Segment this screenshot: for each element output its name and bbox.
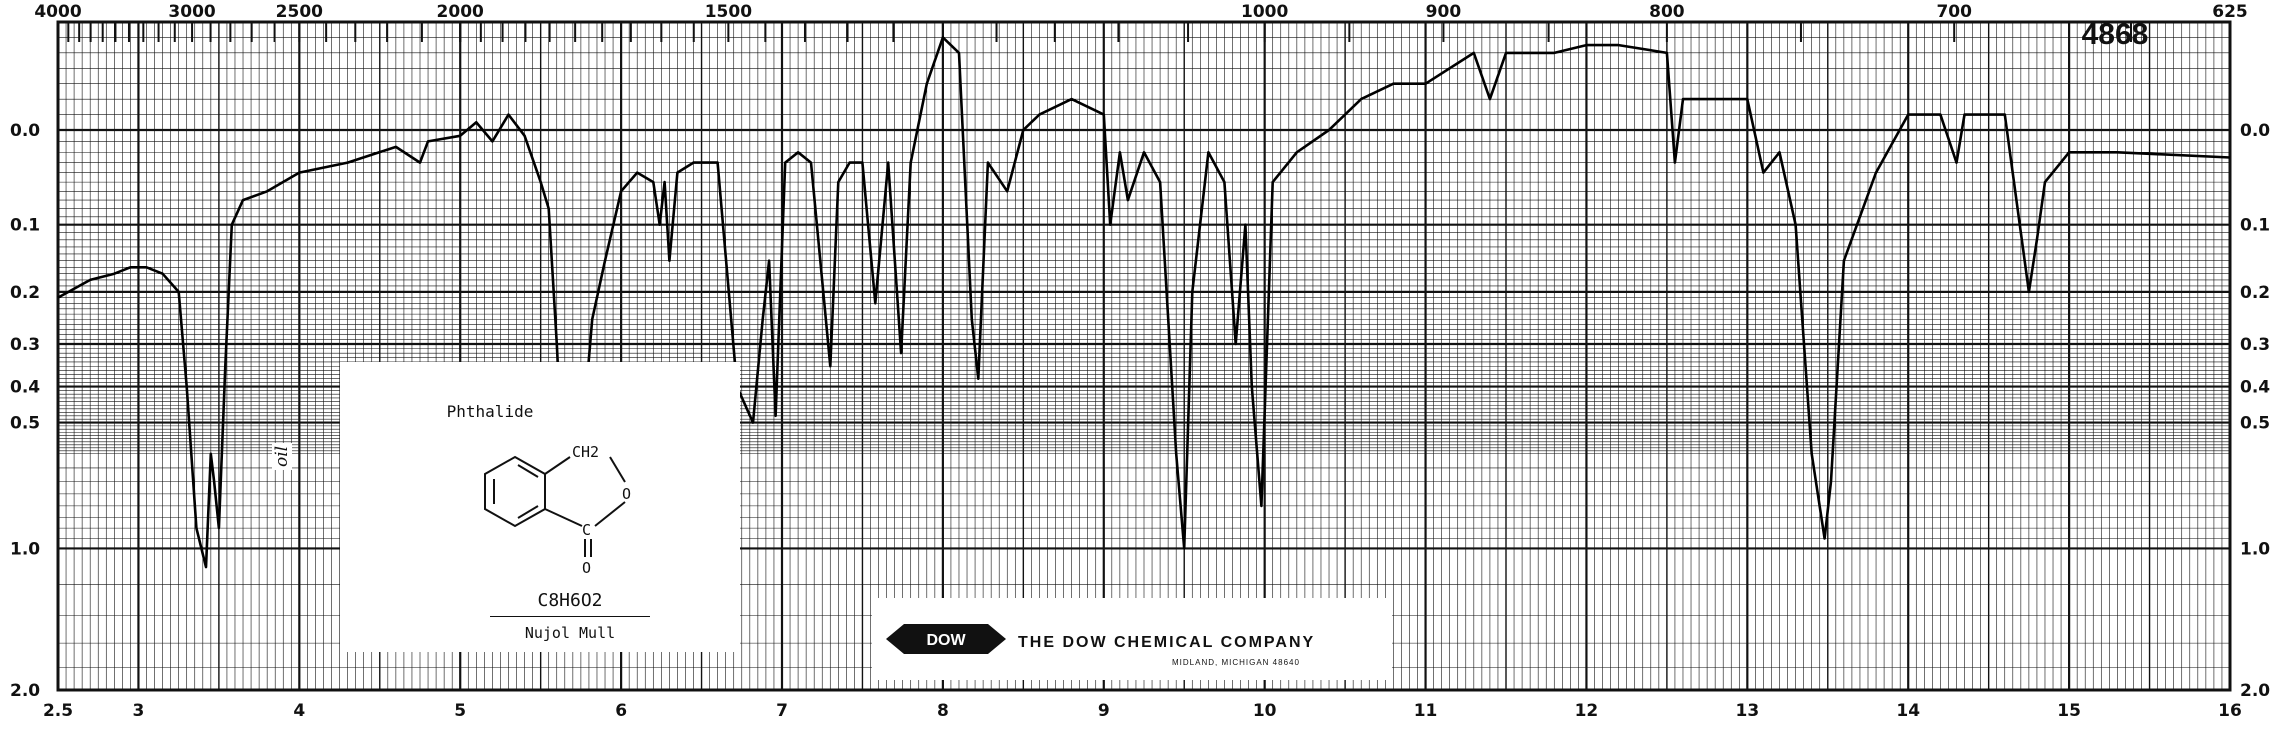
bond-ring-c — [544, 508, 583, 527]
y-tick-label-left: 0.1 — [10, 216, 40, 236]
molecular-formula: C8H6O2 — [537, 590, 603, 611]
company-name: THE DOW CHEMICAL COMPANY — [1018, 634, 1316, 651]
top-tick-label: 625 — [2212, 2, 2248, 22]
chart-axes: 4000 3000 2500 2000 1500 1000 900 800 700 625 2.5 3… — [10, 2, 2270, 721]
y-tick-label-left: 0.3 — [10, 335, 40, 355]
top-tick-label: 3000 — [168, 2, 215, 22]
y-tick-label-right: 0.2 — [2240, 283, 2270, 303]
company-info-panel: DOW THE DOW CHEMICAL COMPANY MIDLAND, MI… — [872, 598, 1392, 680]
sample-preparation: Nujol Mull — [524, 624, 616, 642]
bottom-tick-label: 9 — [1098, 701, 1110, 721]
top-tick-label: 900 — [1426, 2, 1462, 22]
bottom-tick-label: 3 — [133, 701, 145, 721]
spectrum-line — [57, 36, 2231, 617]
dow-logo: DOW — [886, 624, 1006, 654]
bottom-tick-label: 11 — [1414, 701, 1438, 721]
oil-annotation: oil — [272, 442, 292, 470]
formula-divider — [490, 616, 650, 617]
label-carbonyl-c: C — [582, 521, 591, 539]
y-tick-label-left: 1.0 — [10, 539, 40, 559]
label-ring-o: O — [622, 485, 631, 503]
y-tick-label-right: 0.1 — [2240, 216, 2270, 236]
spectrum-series — [57, 36, 2231, 617]
chart-id-group: 4868 — [2082, 18, 2149, 51]
top-tick-label: 1500 — [705, 2, 752, 22]
label-carbonyl-o: O — [582, 559, 591, 577]
bottom-tick-label: 14 — [1896, 701, 1920, 721]
y-tick-label-left: 0.0 — [10, 121, 40, 141]
top-tick-label: 1000 — [1241, 2, 1288, 22]
compound-name: Phthalide — [446, 402, 534, 421]
label-ch2: CH2 — [572, 443, 599, 461]
ring-inner-bond-3 — [517, 505, 539, 519]
top-tick-label: 2500 — [276, 2, 323, 22]
top-tick-label: 800 — [1649, 2, 1685, 22]
bottom-tick-label: 5 — [454, 701, 466, 721]
bottom-tick-label: 7 — [776, 701, 788, 721]
y-tick-label-right: 0.5 — [2240, 414, 2270, 434]
bond-o-c — [594, 501, 626, 527]
y-tick-label-left: 0.4 — [10, 378, 40, 398]
y-tick-label-right: 0.4 — [2240, 378, 2270, 398]
bond-ch2 — [544, 456, 571, 475]
bottom-tick-label: 15 — [2057, 701, 2081, 721]
chart-grid — [57, 22, 2232, 691]
bottom-tick-label: 4 — [293, 701, 305, 721]
y-tick-label-right: 1.0 — [2240, 539, 2270, 559]
compound-info-panel: Phthalide CH2 O C O C8H6O2 Nujol Mull — [340, 362, 740, 652]
y-tick-label-left: 0.5 — [10, 414, 40, 434]
chart-id: 4868 — [2082, 18, 2149, 51]
bottom-tick-label: 13 — [1735, 701, 1759, 721]
bottom-tick-label: 2.5 — [43, 701, 73, 721]
bottom-tick-label: 10 — [1253, 701, 1277, 721]
y-tick-label-left: 0.2 — [10, 283, 40, 303]
company-location: MIDLAND, MICHIGAN 48640 — [1172, 658, 1300, 667]
ring-inner-bond-2 — [517, 464, 539, 478]
y-tick-label-right: 0.3 — [2240, 335, 2270, 355]
dow-logo-text: DOW — [926, 632, 966, 649]
top-tick-label: 4000 — [34, 2, 81, 22]
structure-diagram: CH2 O C O — [484, 443, 631, 577]
y-tick-label-right: 2.0 — [2240, 681, 2270, 701]
plot-frame — [56, 20, 2232, 692]
bottom-tick-label: 12 — [1575, 701, 1599, 721]
bottom-tick-label: 8 — [937, 701, 949, 721]
y-tick-label-right: 0.0 — [2240, 121, 2270, 141]
bottom-tick-label: 16 — [2218, 701, 2242, 721]
y-tick-label-left: 2.0 — [10, 681, 40, 701]
bond-ch2-o — [609, 456, 626, 483]
top-tick-label: 700 — [1936, 2, 1972, 22]
top-tick-label: 2000 — [437, 2, 484, 22]
bottom-tick-label: 6 — [615, 701, 627, 721]
